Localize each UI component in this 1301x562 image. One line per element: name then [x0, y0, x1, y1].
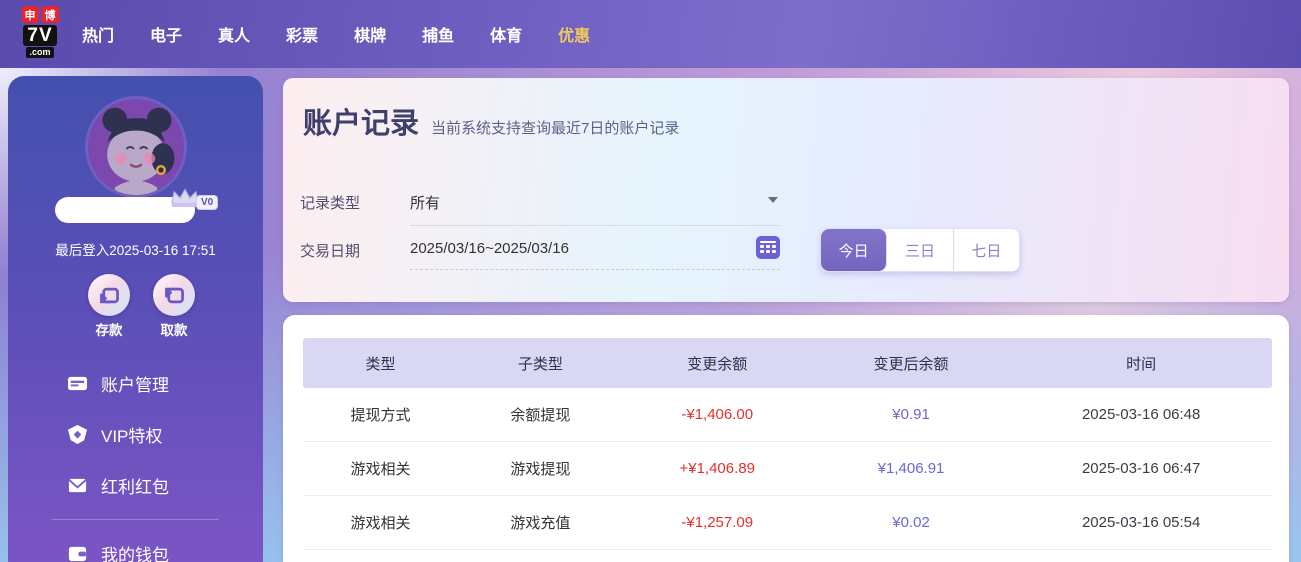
nav-item-slots[interactable]: 电子 — [150, 28, 183, 45]
cell-subtype: 游戏提现 — [510, 461, 571, 478]
withdraw-label: 取款 — [160, 323, 188, 338]
date-range-label: 交易日期 — [300, 243, 361, 260]
page-subtitle: 当前系统支持查询最近7日的账户记录 — [431, 120, 680, 137]
date-range-input[interactable]: 2025/03/16~2025/03/16 — [410, 236, 780, 270]
withdraw-button[interactable] — [153, 274, 195, 316]
sidebar-item-label: VIP特权 — [101, 427, 163, 446]
deposit-button[interactable] — [88, 274, 130, 316]
logo-badge-bo: 博 — [41, 6, 59, 23]
logo-7v: 7V — [23, 25, 57, 46]
account-records-panel: 账户记录 当前系统支持查询最近7日的账户记录 记录类型 所有 交易日期 2025… — [283, 78, 1289, 302]
record-type-select[interactable]: 所有 — [410, 192, 780, 226]
deposit-icon — [99, 287, 119, 303]
brand-logo[interactable]: 申 博 7V .com — [12, 6, 68, 58]
cell-after-balance: ¥0.02 — [892, 514, 930, 531]
table-row: 游戏相关 游戏提现 +¥1,406.89 ¥1,406.91 2025-03-1… — [303, 442, 1272, 496]
col-header-after-balance: 变更后余额 — [873, 355, 949, 373]
chevron-down-icon — [768, 197, 778, 203]
page-title: 账户记录 — [303, 108, 420, 140]
cell-change-amount: -¥1,406.00 — [681, 406, 754, 423]
table-header-row: 类型 子类型 变更余额 变更后余额 时间 — [303, 338, 1272, 388]
nav-item-promo[interactable]: 优惠 — [558, 28, 591, 45]
record-type-label: 记录类型 — [300, 195, 361, 212]
envelope-icon — [66, 475, 88, 497]
cell-change-amount: +¥1,406.89 — [679, 460, 755, 477]
date-range-value: 2025/03/16~2025/03/16 — [410, 240, 569, 257]
card-icon — [66, 373, 88, 395]
vip-level: V0 — [168, 186, 219, 210]
menu-divider — [52, 519, 219, 520]
cell-subtype: 游戏充值 — [510, 515, 571, 532]
col-header-type: 类型 — [365, 355, 396, 373]
cell-change-amount: -¥1,257.09 — [681, 514, 754, 531]
sidebar-item-account-management[interactable]: 账户管理 — [8, 358, 263, 409]
cell-time: 2025-03-16 06:48 — [1081, 406, 1201, 423]
nav-item-cards[interactable]: 棋牌 — [354, 28, 387, 45]
withdraw-icon — [164, 287, 184, 303]
last-login-text: 最后登入2025-03-16 17:51 — [55, 243, 216, 258]
sidebar-item-label: 我的钱包 — [101, 546, 169, 562]
cell-type: 游戏相关 — [350, 461, 411, 478]
nav-item-live[interactable]: 真人 — [218, 28, 251, 45]
nav-item-hot[interactable]: 热门 — [82, 28, 115, 45]
record-type-value: 所有 — [410, 195, 441, 212]
range-button-today[interactable]: 今日 — [821, 229, 888, 271]
nav-item-lottery[interactable]: 彩票 — [286, 28, 319, 45]
quick-range-group: 今日 三日 七日 — [820, 228, 1020, 272]
table-row: 游戏相关 游戏充值 -¥1,257.09 ¥0.02 2025-03-16 05… — [303, 496, 1272, 550]
vip-badge: V0 — [196, 195, 219, 210]
sidebar-item-vip-privileges[interactable]: VIP特权 — [8, 409, 263, 460]
wallet-icon — [66, 543, 88, 562]
col-header-subtype: 子类型 — [517, 355, 563, 373]
range-button-7days[interactable]: 七日 — [971, 242, 1002, 260]
nav-item-sports[interactable]: 体育 — [490, 28, 523, 45]
cell-type: 游戏相关 — [350, 515, 411, 532]
sidebar-item-label: 红利红包 — [101, 478, 169, 497]
sidebar-item-bonus-redpacket[interactable]: 红利红包 — [8, 460, 263, 511]
avatar-large — [85, 96, 187, 198]
cell-subtype: 余额提现 — [510, 407, 571, 424]
col-header-change: 变更余额 — [687, 355, 748, 373]
table-row: 提现方式 余额提现 -¥1,406.00 ¥0.91 2025-03-16 06… — [303, 388, 1272, 442]
cell-time: 2025-03-16 06:47 — [1081, 460, 1201, 477]
range-button-3days[interactable]: 三日 — [887, 229, 954, 271]
cell-time: 2025-03-16 05:54 — [1081, 514, 1201, 531]
records-table: 类型 子类型 变更余额 变更后余额 时间 提现方式 余额提现 -¥1,406.0… — [303, 338, 1272, 550]
main-menu: 热门 电子 真人 彩票 棋牌 捕鱼 体育 优惠 — [82, 22, 590, 46]
calendar-icon[interactable] — [756, 236, 780, 259]
logo-badge-shen: 申 — [21, 6, 39, 23]
deposit-label: 存款 — [95, 323, 123, 338]
nav-item-fishing[interactable]: 捕鱼 — [422, 28, 455, 45]
top-nav: 申 博 7V .com 热门 电子 真人 彩票 棋牌 捕鱼 体育 优惠 V0 — [0, 0, 1301, 68]
col-header-time: 时间 — [1126, 355, 1157, 373]
records-table-panel: 类型 子类型 变更余额 变更后余额 时间 提现方式 余额提现 -¥1,406.0… — [283, 315, 1289, 562]
gem-shield-icon — [66, 424, 88, 446]
cell-after-balance: ¥0.91 — [892, 406, 930, 423]
logo-com: .com — [26, 47, 54, 58]
cell-type: 提现方式 — [350, 407, 411, 424]
sidebar-item-my-wallet[interactable]: 我的钱包 — [8, 528, 263, 562]
sidebar-item-label: 账户管理 — [101, 376, 169, 395]
sidebar: V0 最后登入2025-03-16 17:51 存款 取款 账户管理 VIP特权 — [8, 76, 263, 562]
sidebar-menu: 账户管理 VIP特权 红利红包 我的钱包 — [8, 358, 263, 562]
cell-after-balance: ¥1,406.91 — [877, 460, 945, 477]
